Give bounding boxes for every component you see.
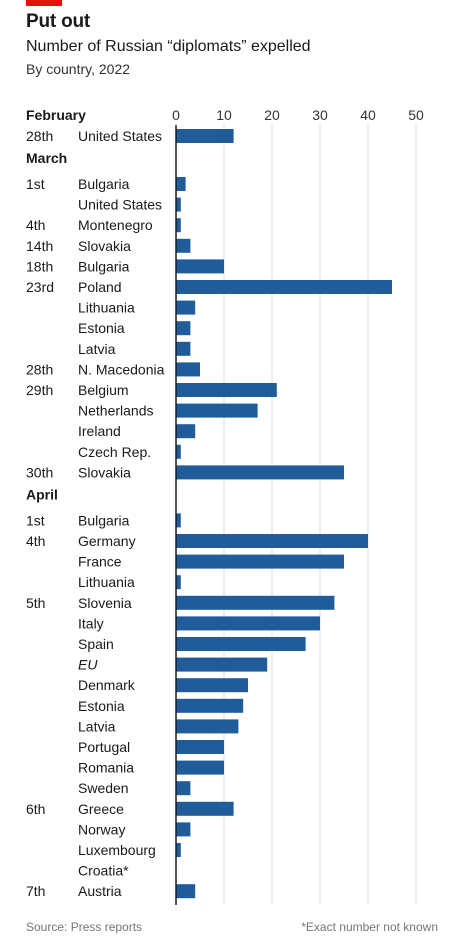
brand-accent-bar	[26, 0, 62, 6]
date-label: 1st	[26, 176, 45, 192]
date-label: 6th	[26, 801, 45, 817]
date-label: 28th	[26, 128, 53, 144]
country-label: Slovakia	[78, 238, 131, 254]
country-label: Czech Rep.	[78, 444, 151, 460]
bar	[176, 843, 181, 857]
bar	[176, 444, 181, 459]
country-label: Lithuania	[78, 300, 135, 316]
country-label: Estonia	[78, 698, 125, 714]
bar	[176, 801, 234, 816]
country-label: EU	[78, 657, 98, 673]
date-label: 28th	[26, 361, 53, 377]
country-label: Bulgaria	[78, 258, 130, 274]
country-label: Spain	[78, 636, 114, 652]
country-label: Ireland	[78, 423, 121, 439]
country-label: Slovenia	[78, 595, 132, 611]
chart-note: By country, 2022	[26, 61, 131, 77]
bar	[176, 513, 181, 528]
bar	[176, 760, 224, 775]
source-note: Source: Press reports	[26, 920, 143, 934]
country-label: Poland	[78, 279, 122, 295]
bar	[176, 616, 320, 631]
country-label: Bulgaria	[78, 176, 130, 192]
country-label: Montenegro	[78, 217, 153, 233]
month-label: March	[26, 150, 67, 166]
country-label: N. Macedonia	[78, 361, 165, 377]
bar	[176, 321, 191, 336]
country-label: Portugal	[78, 739, 130, 755]
country-label: Italy	[78, 615, 104, 631]
bar	[176, 637, 306, 651]
country-label: United States	[78, 197, 162, 213]
date-label: 29th	[26, 382, 53, 398]
country-label: Denmark	[78, 677, 136, 693]
country-label: Norway	[78, 821, 125, 837]
country-label: France	[78, 554, 122, 570]
country-label: Romania	[78, 760, 134, 776]
bar	[176, 403, 258, 418]
x-tick-label: 10	[216, 107, 232, 123]
chart-title: Put out	[26, 11, 91, 32]
country-label: Germany	[78, 533, 136, 549]
date-label: 5th	[26, 595, 45, 611]
bar	[176, 657, 268, 672]
date-label: 4th	[26, 533, 45, 549]
bar	[176, 678, 248, 693]
bar	[176, 280, 392, 294]
bar	[176, 698, 244, 713]
chart-subtitle: Number of Russian “diplomats” expelled	[26, 38, 311, 55]
x-tick-label: 20	[264, 107, 280, 123]
country-label: Belgium	[78, 382, 129, 398]
bar	[176, 822, 191, 837]
bar	[176, 238, 191, 253]
bar	[176, 424, 196, 439]
date-label: 1st	[26, 512, 45, 528]
bar	[176, 383, 277, 397]
bar	[176, 534, 368, 548]
bar	[176, 575, 181, 590]
bar	[176, 259, 224, 274]
bar	[176, 218, 181, 233]
country-label: Estonia	[78, 320, 125, 336]
bar	[176, 362, 200, 377]
country-label: Latvia	[78, 341, 116, 357]
country-label: Greece	[78, 801, 124, 817]
bar	[176, 781, 191, 796]
country-label: United States	[78, 128, 162, 144]
bar	[176, 595, 335, 610]
bar	[176, 341, 191, 356]
bar	[176, 719, 239, 734]
x-tick-label: 40	[360, 107, 376, 123]
bar	[176, 884, 196, 899]
date-label: 14th	[26, 238, 53, 254]
bar	[176, 554, 344, 569]
x-tick-label: 50	[408, 107, 424, 123]
country-label: Bulgaria	[78, 512, 130, 528]
bar	[176, 465, 344, 480]
x-tick-label: 0	[172, 107, 180, 123]
country-label: Slovakia	[78, 464, 131, 480]
month-label: February	[26, 107, 86, 123]
country-label: Latvia	[78, 718, 116, 734]
footnote: *Exact number not known	[301, 920, 438, 934]
month-label: April	[26, 486, 58, 502]
bar	[176, 177, 186, 191]
bar	[176, 740, 224, 754]
country-label: Lithuania	[78, 574, 135, 590]
date-label: 23rd	[26, 279, 54, 295]
date-label: 18th	[26, 258, 53, 274]
bar	[176, 129, 234, 143]
bar	[176, 300, 196, 315]
bar	[176, 197, 181, 212]
country-label: Austria	[78, 883, 122, 899]
country-label: Croatia*	[78, 863, 129, 879]
date-label: 30th	[26, 464, 53, 480]
country-label: Sweden	[78, 780, 129, 796]
x-tick-label: 30	[312, 107, 328, 123]
country-label: Netherlands	[78, 403, 154, 419]
country-label: Luxembourg	[78, 842, 156, 858]
date-label: 4th	[26, 217, 45, 233]
date-label: 7th	[26, 883, 45, 899]
